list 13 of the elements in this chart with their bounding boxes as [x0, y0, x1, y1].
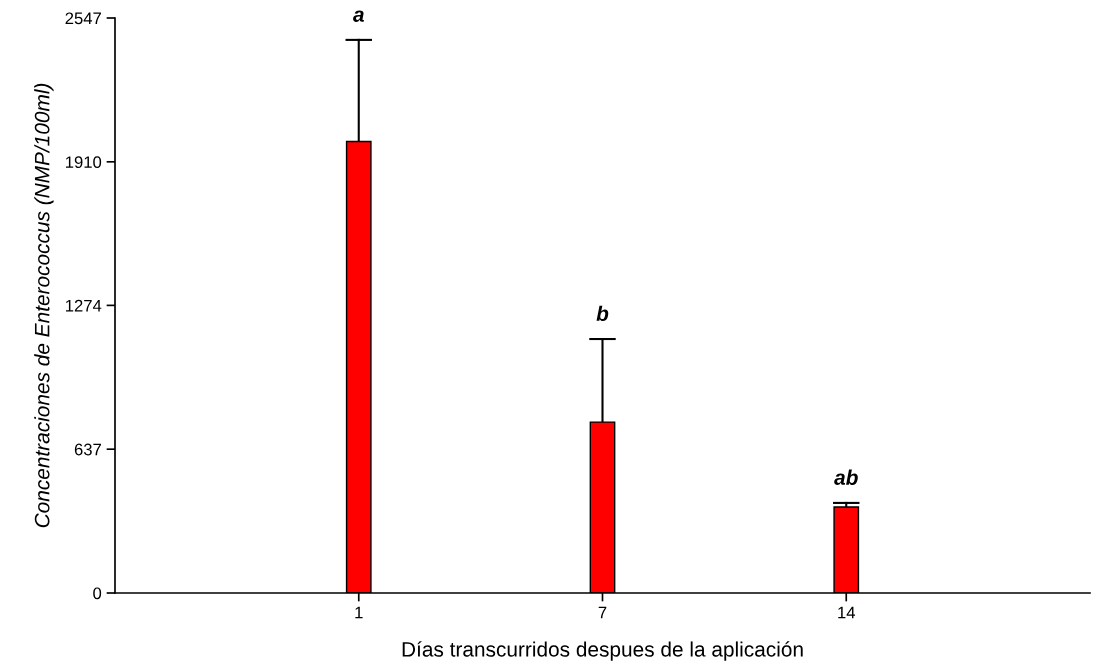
x-axis-title: Días transcurridos despues de la aplicación: [402, 641, 803, 661]
y-tick-label: 637: [74, 443, 101, 456]
annotation: ab: [834, 469, 858, 485]
y-tick-label: 2547: [65, 12, 101, 25]
y-axis-title: Concentraciones de Enterococcus (NMP/100ml): [34, 83, 54, 528]
y-tick-label: 1910: [66, 156, 102, 169]
x-tick-label: 14: [838, 606, 856, 619]
x-tick-label: 7: [598, 606, 607, 619]
y-tick-label: 0: [93, 587, 102, 600]
annotation: a: [353, 10, 364, 22]
x-tick-label: 1: [355, 606, 363, 619]
y-tick-label: 1274: [66, 299, 102, 312]
annotation: b: [596, 305, 609, 322]
